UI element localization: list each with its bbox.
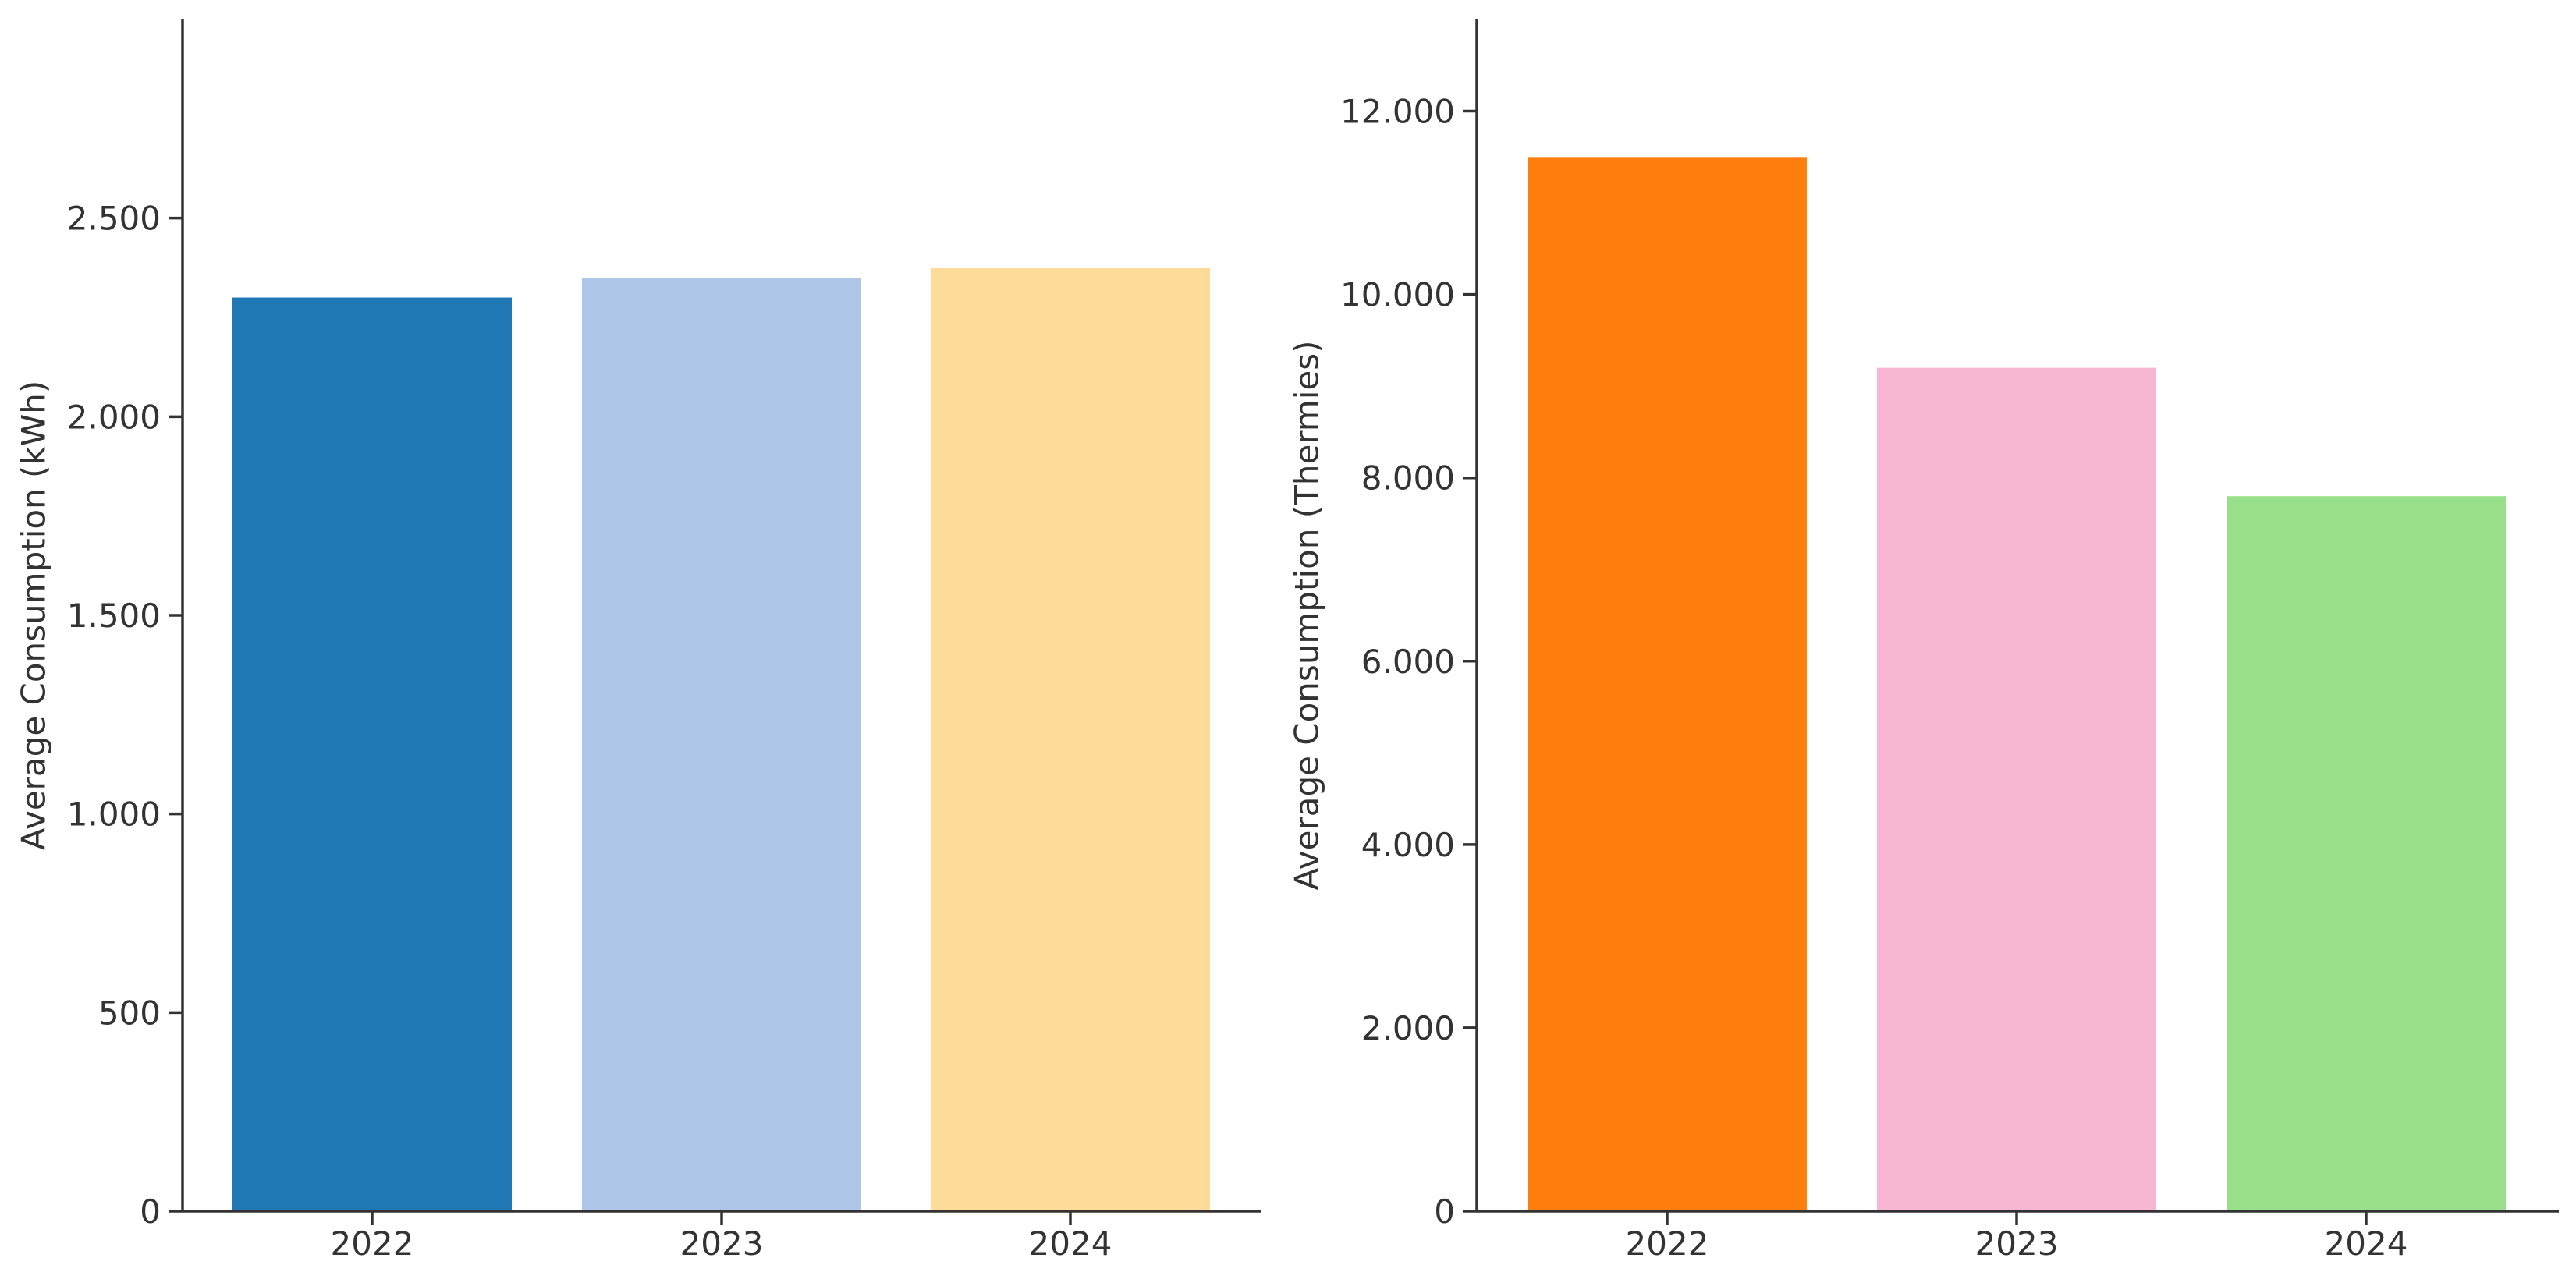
x-tick-label: 2023 bbox=[680, 1224, 764, 1263]
y-axis-title: Average Consumption (kWh) bbox=[15, 381, 53, 851]
y-tick-label: 0 bbox=[140, 1192, 161, 1231]
x-tick-label: 2024 bbox=[2325, 1224, 2408, 1263]
y-tick-label: 500 bbox=[98, 994, 161, 1032]
y-tick-label: 2.000 bbox=[1361, 1009, 1455, 1047]
y-tick-label: 1.000 bbox=[67, 795, 161, 834]
y-tick-label: 12.000 bbox=[1340, 93, 1455, 131]
bar-2022 bbox=[1528, 157, 1807, 1211]
y-tick-label: 10.000 bbox=[1340, 276, 1455, 314]
y-tick-label: 0 bbox=[1434, 1192, 1455, 1231]
y-tick-label: 6.000 bbox=[1361, 643, 1455, 681]
bar-2024 bbox=[931, 268, 1210, 1211]
y-tick-label: 4.000 bbox=[1361, 826, 1455, 864]
x-tick-label: 2022 bbox=[1626, 1224, 1709, 1263]
bar-2023 bbox=[1877, 367, 2156, 1212]
y-tick-label: 8.000 bbox=[1361, 459, 1455, 498]
chart-gas-consumption: 0 2.000 4.000 6.000 8.000 10.000 12.000 2022 202… bbox=[1288, 19, 2559, 1263]
y-tick-label: 1.500 bbox=[67, 597, 161, 635]
x-tick-label: 2023 bbox=[1975, 1224, 2059, 1263]
y-tick-label: 2.500 bbox=[67, 200, 161, 238]
bar-2023 bbox=[582, 278, 861, 1212]
chart-electricity-consumption: 0 500 1.000 1.500 2.000 2.500 2022 2023 2024 Aver… bbox=[15, 19, 1261, 1263]
x-tick-label: 2024 bbox=[1029, 1224, 1112, 1263]
bar-2024 bbox=[2227, 496, 2506, 1211]
y-tick-label: 2.000 bbox=[67, 398, 161, 436]
y-axis-title: Average Consumption (Thermies) bbox=[1288, 340, 1326, 890]
x-tick-label: 2022 bbox=[331, 1224, 414, 1263]
bar-2022 bbox=[232, 297, 512, 1211]
